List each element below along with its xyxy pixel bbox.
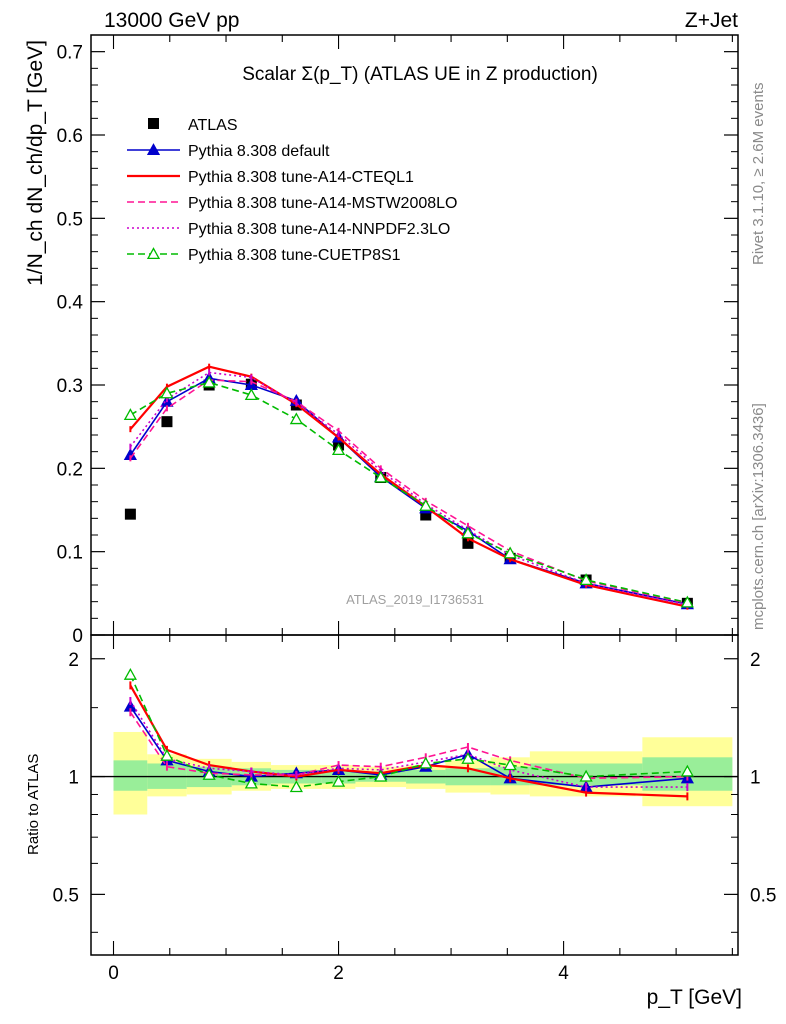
ratio-series-marker [461,751,475,764]
main-y-tick-label: 0.2 [57,459,83,480]
main-series-marker [331,443,346,456]
main-series-marker [289,412,303,425]
ratio-y-tick-label-right: 0.5 [750,885,776,906]
atlas-data-point [161,416,173,428]
main-y-tick-label: 0.7 [57,43,83,64]
main-series-marker [374,470,388,483]
ratio-series-marker [419,756,433,769]
ratio-series-4 [123,667,694,793]
legend-swatch-0 [148,118,159,129]
mcplots-label: mcplots.cern.ch [arXiv:1306.3436] [750,403,767,630]
main-series-marker [244,388,258,401]
main-y-tick-label: 0 [72,626,83,647]
main-series-line [129,371,688,606]
main-series-line [129,365,688,608]
rivet-version-label: Rivet 3.1.10, ≥ 2.6M events [750,83,767,266]
ratio-series-marker [289,780,303,793]
atlas-data-point [124,508,136,520]
ratio-series-marker [503,758,517,771]
legend-swatch-1 [127,143,180,156]
legend-label: Pythia 8.308 tune-A14-MSTW2008LO [188,195,457,212]
ratio-plot-panel: 0.5 0.5 1 1 2 2 0 2 4 Ratio to ATLAS [25,634,776,984]
ratio-plot-frame [90,634,739,956]
x-tick-label: 4 [558,963,569,984]
ratio-y-tick-label: 1 [68,768,79,789]
legend-label: Pythia 8.308 default [188,143,330,160]
legend-marker [146,247,161,260]
main-series-5 [123,375,694,608]
ratio-y-tick-label-right: 1 [750,768,761,789]
ratio-series-marker [579,769,593,782]
ratio-series-marker [160,748,174,761]
legend-marker [146,143,161,156]
ratio-y-tick-label: 0.5 [53,885,79,906]
main-y-tick-label: 0.6 [57,126,83,147]
ratio-y-tick-label-right: 2 [750,650,761,671]
main-series-marker [419,498,433,511]
collision-label: 13000 GeV pp [104,9,239,32]
ratio-series-marker [202,768,216,780]
ratio-series-line [129,674,688,788]
main-series-2 [129,363,689,610]
main-series-marker [680,595,694,608]
main-y-tick-label: 0.5 [57,209,83,230]
main-series-marker [579,573,593,586]
main-series-line [129,379,688,605]
ratio-y-axis-label: Ratio to ATLAS [25,754,42,855]
plot-title: Scalar Σ(p_T) (ATLAS UE in Z production) [242,64,598,85]
main-series-3 [129,377,689,607]
x-axis-label: p_T [GeV] [647,986,742,1009]
main-series-line [129,377,688,605]
atlas-data-point [462,537,474,549]
ratio-series-line [129,700,688,788]
ratio-series-marker [244,776,258,789]
ratio-series-marker [680,764,694,777]
main-series-marker [503,546,517,559]
ratio-series-marker [374,769,388,782]
legend-label: Pythia 8.308 tune-CUETP8S1 [188,247,401,264]
ratio-y-tick-label: 2 [68,650,79,671]
main-series-marker [123,408,137,421]
main-y-tick-label: 0.4 [57,293,84,314]
x-tick-label: 0 [108,963,119,984]
legend-marker [148,118,159,129]
main-y-axis-label: 1/N_ch dN_ch/dp_T [GeV] [24,40,47,286]
main-plot-panel: 0 0.1 0.2 0.3 0.4 0.5 0.6 0.7 Scalar Σ(p_T) (AT… [24,34,739,647]
x-tick-label: 2 [333,963,344,984]
legend-label: Pythia 8.308 tune-A14-CTEQL1 [188,169,414,186]
main-series-line [129,381,688,604]
main-series-marker [202,375,216,388]
ratio-inner-band [113,760,148,791]
main-y-tick-label: 0.3 [57,376,83,397]
experiment-watermark: ATLAS_2019_I1736531 [346,592,484,607]
ratio-series-marker [123,667,137,680]
process-label: Z+Jet [685,9,738,32]
main-series-marker [160,386,174,399]
legend-label: Pythia 8.308 tune-A14-NNPDF2.3LO [188,221,450,238]
atlas-data-point [420,509,432,521]
legend-label: ATLAS [188,117,238,134]
ratio-series-marker [331,774,346,787]
main-series-marker [461,526,475,539]
ratio-series-line [129,684,688,798]
legend-swatch-5 [127,247,180,260]
legend: ATLAS Pythia 8.308 default Pythia 8.308 tu… [127,117,457,264]
main-y-tick-label: 0.1 [57,543,83,564]
